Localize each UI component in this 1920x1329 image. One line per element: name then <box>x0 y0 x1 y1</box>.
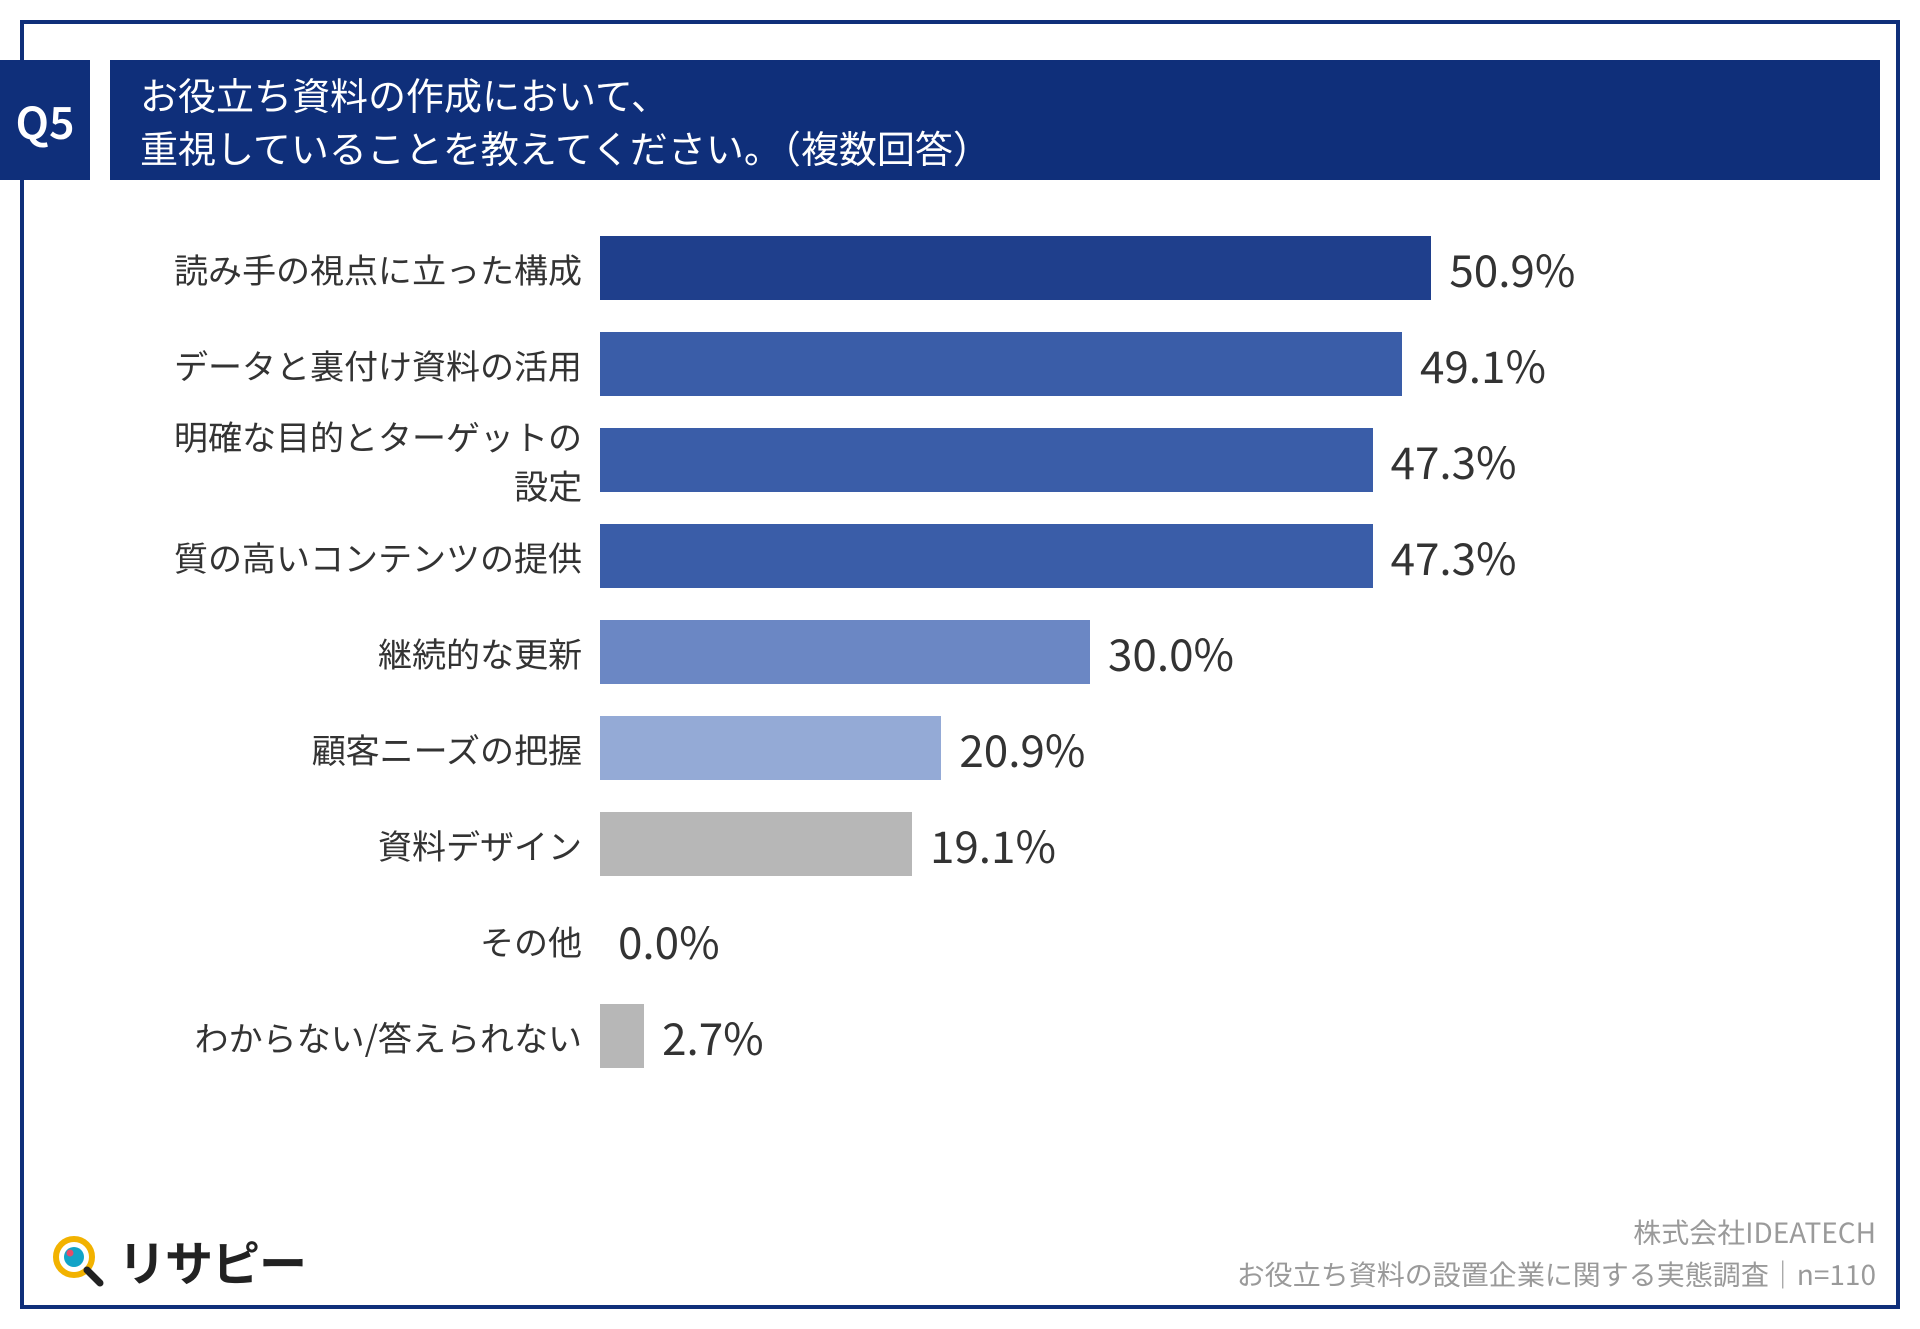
bar-area: 47.3% <box>600 524 1790 588</box>
bar-value: 47.3% <box>1391 428 1517 492</box>
bar-label: 継続的な更新 <box>150 628 600 677</box>
bar <box>600 236 1431 300</box>
chart-row: 継続的な更新 30.0% <box>150 604 1790 700</box>
company-name: 株式会社IDEATECH <box>1237 1211 1876 1253</box>
chart-row: わからない/答えられない 2.7% <box>150 988 1790 1084</box>
bar-value: 49.1% <box>1420 332 1546 396</box>
bar-label: 読み手の視点に立った構成 <box>150 244 600 293</box>
bar-label: 顧客ニーズの把握 <box>150 724 600 773</box>
chart-row: 顧客ニーズの把握 20.9% <box>150 700 1790 796</box>
bar-label: その他 <box>150 916 600 965</box>
bar <box>600 524 1373 588</box>
bar-label: 質の高いコンテンツの提供 <box>150 532 600 581</box>
survey-caption: お役立ち資料の設置企業に関する実態調査｜n=110 <box>1237 1253 1876 1295</box>
bar-label: データと裏付け資料の活用 <box>150 340 600 389</box>
bar-value: 47.3% <box>1391 524 1517 588</box>
bar <box>600 620 1090 684</box>
bar <box>600 1004 644 1068</box>
bar <box>600 428 1373 492</box>
brand-logo: リサピー <box>50 1225 306 1295</box>
bar-value: 19.1% <box>930 812 1056 876</box>
bar-area: 0.0% <box>600 908 1790 972</box>
bar-area: 50.9% <box>600 236 1790 300</box>
bar-chart: 読み手の視点に立った構成 50.9% データと裏付け資料の活用 49.1% 明確な目的と… <box>150 220 1790 1084</box>
brand-name: リサピー <box>118 1225 306 1295</box>
bar-area: 2.7% <box>600 1004 1790 1068</box>
bar-area: 47.3% <box>600 428 1790 492</box>
bar <box>600 716 941 780</box>
title-line-2: 重視していることを教えてください。（複数回答） <box>140 120 1880 173</box>
bar-label: 資料デザイン <box>150 820 600 869</box>
bar-label: わからない/答えられない <box>150 1012 600 1061</box>
title-bar: お役立ち資料の作成において、 重視していることを教えてください。（複数回答） <box>110 60 1880 180</box>
bar-value: 30.0% <box>1108 620 1234 684</box>
chart-row: 質の高いコンテンツの提供 47.3% <box>150 508 1790 604</box>
magnifier-icon <box>50 1233 104 1287</box>
bar-area: 19.1% <box>600 812 1790 876</box>
bar-area: 49.1% <box>600 332 1790 396</box>
chart-row: データと裏付け資料の活用 49.1% <box>150 316 1790 412</box>
chart-row: その他 0.0% <box>150 892 1790 988</box>
question-number-badge: Q5 <box>0 60 90 180</box>
bar-value: 0.0% <box>618 908 720 972</box>
footer-attribution: 株式会社IDEATECH お役立ち資料の設置企業に関する実態調査｜n=110 <box>1237 1211 1876 1295</box>
chart-row: 明確な目的とターゲットの設定 47.3% <box>150 412 1790 508</box>
title-line-1: お役立ち資料の作成において、 <box>140 67 1880 120</box>
chart-row: 読み手の視点に立った構成 50.9% <box>150 220 1790 316</box>
bar <box>600 812 912 876</box>
bar-value: 2.7% <box>662 1004 764 1068</box>
bar-area: 30.0% <box>600 620 1790 684</box>
bar-label: 明確な目的とターゲットの設定 <box>150 411 600 509</box>
bar-value: 20.9% <box>959 716 1085 780</box>
chart-row: 資料デザイン 19.1% <box>150 796 1790 892</box>
question-number: Q5 <box>15 88 74 152</box>
bar-value: 50.9% <box>1449 236 1575 300</box>
bar <box>600 332 1402 396</box>
bar-area: 20.9% <box>600 716 1790 780</box>
